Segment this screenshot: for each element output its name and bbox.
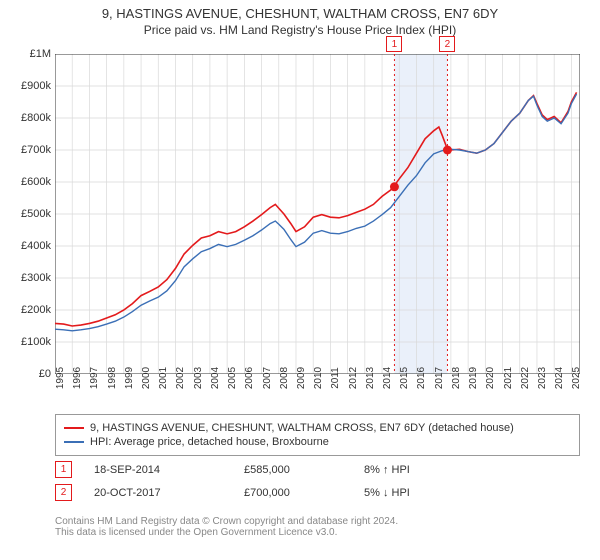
- sale-row: 2 20-OCT-2017£700,0005% ↓ HPI: [55, 484, 484, 501]
- x-tick-label: 1998: [107, 367, 118, 389]
- x-tick-label: 1996: [72, 367, 83, 389]
- sale-marker-box: 1: [386, 36, 402, 52]
- legend-label: HPI: Average price, detached house, Brox…: [90, 436, 329, 448]
- legend-swatch: [64, 427, 84, 429]
- x-tick-label: 2024: [554, 367, 565, 389]
- footer-line-1: Contains HM Land Registry data © Crown c…: [55, 516, 398, 527]
- sale-number-box: 1: [55, 461, 72, 478]
- y-tick-label: £1M: [0, 48, 51, 60]
- x-tick-label: 2010: [313, 367, 324, 389]
- x-tick-label: 2019: [468, 367, 479, 389]
- chart-subtitle: Price paid vs. HM Land Registry's House …: [0, 23, 600, 37]
- sale-marker-box: 2: [439, 36, 455, 52]
- y-tick-label: £100k: [0, 336, 51, 348]
- y-tick-label: £400k: [0, 240, 51, 252]
- x-tick-label: 2014: [382, 367, 393, 389]
- x-tick-label: 2018: [451, 367, 462, 389]
- x-tick-label: 2004: [210, 367, 221, 389]
- x-tick-label: 2007: [262, 367, 273, 389]
- y-tick-label: £600k: [0, 176, 51, 188]
- y-tick-label: £800k: [0, 112, 51, 124]
- y-tick-label: £200k: [0, 304, 51, 316]
- legend-item: 9, HASTINGS AVENUE, CHESHUNT, WALTHAM CR…: [64, 421, 571, 435]
- legend-label: 9, HASTINGS AVENUE, CHESHUNT, WALTHAM CR…: [90, 422, 514, 434]
- x-tick-label: 2022: [520, 367, 531, 389]
- plot-area: [55, 54, 580, 374]
- chart-title: 9, HASTINGS AVENUE, CHESHUNT, WALTHAM CR…: [0, 6, 600, 21]
- x-tick-label: 2009: [296, 367, 307, 389]
- x-tick-label: 2006: [244, 367, 255, 389]
- x-tick-label: 1999: [124, 367, 135, 389]
- sale-price: £700,000: [244, 487, 364, 499]
- legend-swatch: [64, 441, 84, 443]
- y-tick-label: £900k: [0, 80, 51, 92]
- x-tick-label: 2020: [485, 367, 496, 389]
- y-tick-label: £500k: [0, 208, 51, 220]
- x-tick-label: 2025: [571, 367, 582, 389]
- x-tick-label: 2000: [141, 367, 152, 389]
- y-tick-label: £0: [0, 368, 51, 380]
- x-tick-label: 2013: [365, 367, 376, 389]
- x-tick-label: 1997: [89, 367, 100, 389]
- x-tick-label: 2005: [227, 367, 238, 389]
- sale-date: 18-SEP-2014: [94, 464, 244, 476]
- x-tick-label: 2016: [416, 367, 427, 389]
- x-tick-label: 2001: [158, 367, 169, 389]
- x-tick-label: 2021: [503, 367, 514, 389]
- legend-item: HPI: Average price, detached house, Brox…: [64, 435, 571, 449]
- x-tick-label: 2008: [279, 367, 290, 389]
- sale-price: £585,000: [244, 464, 364, 476]
- chart-svg: [55, 54, 580, 374]
- x-tick-label: 2002: [175, 367, 186, 389]
- footer-attribution: Contains HM Land Registry data © Crown c…: [55, 516, 398, 538]
- sale-number-box: 2: [55, 484, 72, 501]
- sale-date: 20-OCT-2017: [94, 487, 244, 499]
- sale-delta: 5% ↓ HPI: [364, 487, 484, 499]
- x-tick-label: 2012: [348, 367, 359, 389]
- y-tick-label: £700k: [0, 144, 51, 156]
- sale-delta: 8% ↑ HPI: [364, 464, 484, 476]
- x-tick-label: 2017: [434, 367, 445, 389]
- sales-table: 1 18-SEP-2014£585,0008% ↑ HPI 2 20-OCT-2017…: [55, 461, 484, 507]
- x-tick-label: 2015: [399, 367, 410, 389]
- legend: 9, HASTINGS AVENUE, CHESHUNT, WALTHAM CR…: [55, 414, 580, 456]
- x-tick-label: 2023: [537, 367, 548, 389]
- y-tick-label: £300k: [0, 272, 51, 284]
- x-tick-label: 1995: [55, 367, 66, 389]
- sale-row: 1 18-SEP-2014£585,0008% ↑ HPI: [55, 461, 484, 478]
- x-tick-label: 2003: [193, 367, 204, 389]
- x-tick-label: 2011: [330, 367, 341, 389]
- footer-line-2: This data is licensed under the Open Gov…: [55, 527, 398, 538]
- chart-container: 9, HASTINGS AVENUE, CHESHUNT, WALTHAM CR…: [0, 6, 600, 560]
